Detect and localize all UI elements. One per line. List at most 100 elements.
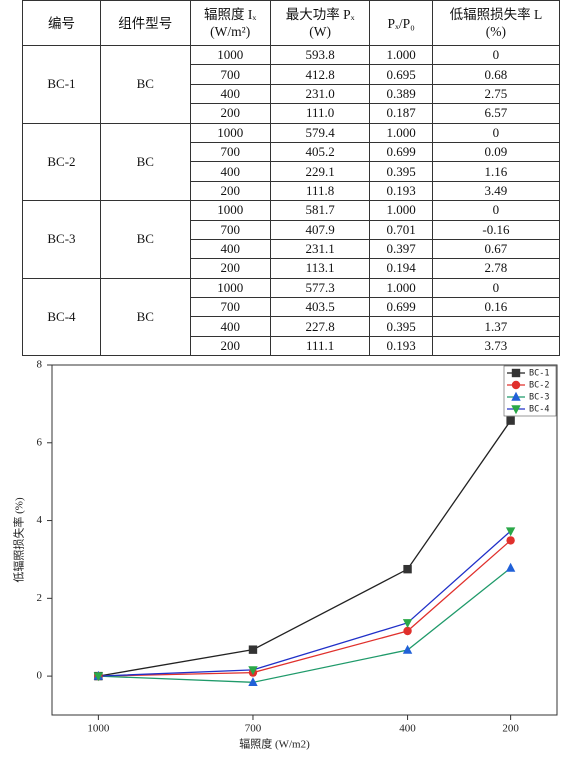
cell: 2.78 <box>431 258 561 279</box>
header-cell: 组件型号 <box>99 0 191 46</box>
cell: 700 <box>189 297 271 318</box>
series-line <box>98 420 512 677</box>
data-row: BC-3 BC 1000 581.7 1.000 0 <box>22 200 561 279</box>
y-tick-label: 2 <box>37 592 43 604</box>
cell: 0.67 <box>431 238 561 260</box>
cell: 700 <box>189 64 271 85</box>
data-table: 编号 组件型号 辐照度 Iₓ (W/m²) 最大功率 Pₓ (W) Pₓ/P₀ 低辐照损失率 … <box>22 0 561 357</box>
header-cell: 辐照度 Iₓ (W/m²) <box>189 0 271 46</box>
cell: 0.695 <box>369 64 433 85</box>
cell: 0.09 <box>431 141 561 163</box>
group-id: BC-1 <box>22 45 101 124</box>
cell: 1.000 <box>369 44 433 66</box>
cell: 0 <box>431 44 561 66</box>
cell: 111.1 <box>269 335 371 357</box>
cell: 6.57 <box>431 103 561 124</box>
header-text: 编号 <box>47 15 75 31</box>
header-text: (%) <box>485 24 507 39</box>
header-cell: 低辐照损失率 L (%) <box>431 0 561 46</box>
group-model: BC <box>99 122 191 202</box>
cell: 0.395 <box>369 316 433 337</box>
cell: 400 <box>189 316 271 337</box>
cell: 1.000 <box>369 200 433 221</box>
data-point <box>505 527 516 537</box>
cell: 1000 <box>189 200 271 221</box>
cell: 0.68 <box>431 64 561 85</box>
cell: 0.699 <box>369 297 433 318</box>
legend-marker <box>511 368 521 378</box>
legend-marker <box>511 380 521 390</box>
legend-text: BC-1 <box>529 369 549 379</box>
x-tick-label: 1000 <box>87 723 110 735</box>
cell: 1.37 <box>431 316 561 337</box>
cell: 1.000 <box>369 277 433 299</box>
data-point <box>248 666 258 676</box>
cell: 229.1 <box>269 161 371 182</box>
data-point <box>402 619 413 629</box>
cell: 579.4 <box>269 122 371 143</box>
group-model: BC <box>99 200 191 279</box>
cell: 2.75 <box>431 83 561 105</box>
legend-marker <box>511 405 521 415</box>
cell: 0.193 <box>369 335 433 357</box>
data-point <box>93 672 104 682</box>
cell: 227.8 <box>269 316 371 337</box>
data-row: BC-4 BC 1000 577.3 1.000 0 <box>22 277 561 357</box>
cell: 113.1 <box>269 258 371 279</box>
data-point <box>505 562 516 572</box>
data-row: BC-1 BC 1000 593.8 1.000 0 <box>22 44 561 124</box>
legend-marker <box>511 391 521 401</box>
cell: 3.73 <box>431 335 561 357</box>
group-id: BC-4 <box>22 277 101 357</box>
cell: 200 <box>189 103 271 124</box>
data-row: 200 111.8 0.193 3.49 <box>23 180 561 202</box>
x-tick-label: 200 <box>502 723 519 735</box>
legend-text: BC-3 <box>529 393 549 403</box>
header-text: 辐照度 Iₓ <box>204 7 257 22</box>
cell: 0.397 <box>369 238 433 260</box>
cell: 0.193 <box>369 180 433 202</box>
cell: 0 <box>431 200 561 221</box>
y-tick-label: 6 <box>37 436 43 448</box>
cell: 1000 <box>189 122 271 143</box>
header-cell: 最大功率 Pₓ (W) <box>269 0 371 46</box>
group-model: BC <box>99 45 191 124</box>
data-row: 700 405.2 0.699 0.09 <box>23 141 561 163</box>
x-tick-label: 700 <box>245 723 262 735</box>
cell: 400 <box>189 161 271 182</box>
cell: 3.49 <box>431 180 561 202</box>
data-row: 400 229.1 0.395 1.16 <box>23 161 561 182</box>
cell: 0.194 <box>369 258 433 279</box>
data-point <box>402 644 413 654</box>
cell: 577.3 <box>269 277 371 299</box>
legend-text: BC-4 <box>529 405 549 415</box>
cell: 0 <box>431 277 561 299</box>
series-line <box>98 539 512 677</box>
data-point <box>506 416 515 425</box>
data-point <box>506 536 515 545</box>
header-text: (W/m²) <box>210 24 251 39</box>
series-line <box>98 567 512 683</box>
cell: 0.701 <box>369 219 433 240</box>
data-row: 700 412.8 0.695 0.68 <box>23 64 561 85</box>
header-text: 组件型号 <box>118 15 173 31</box>
plot-frame <box>51 364 558 716</box>
data-point <box>248 677 258 687</box>
cell: 0.389 <box>369 83 433 105</box>
cell: -0.16 <box>431 219 561 240</box>
cell: 1.16 <box>431 161 561 182</box>
header-text: Pₓ/P₀ <box>387 15 415 31</box>
cell: 700 <box>189 219 271 240</box>
group-model: BC <box>99 277 191 357</box>
group-id: BC-3 <box>22 200 101 279</box>
cell: 111.0 <box>269 103 371 124</box>
cell: 231.0 <box>269 83 371 105</box>
cell: 1000 <box>189 44 271 66</box>
cell: 200 <box>189 335 271 357</box>
cell: 412.8 <box>269 64 371 85</box>
cell: 593.8 <box>269 44 371 66</box>
header-text: 低辐照损失率 L <box>449 7 543 22</box>
cell: 0.16 <box>431 297 561 318</box>
cell: 700 <box>189 141 271 163</box>
cell: 1000 <box>189 277 271 299</box>
